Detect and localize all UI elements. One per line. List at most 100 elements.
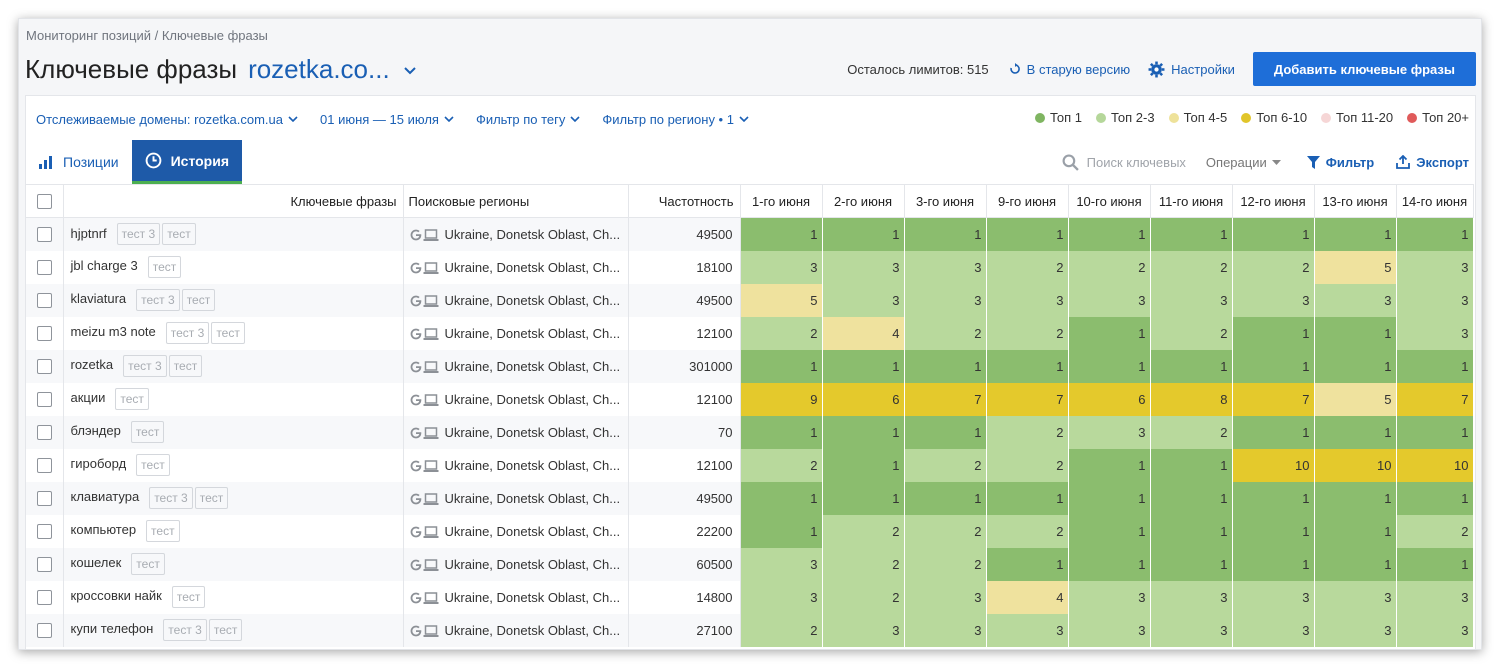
row-checkbox[interactable] bbox=[36, 425, 52, 441]
keyword-text[interactable]: клавиатура bbox=[70, 489, 140, 505]
day-column-header[interactable]: 12-го июня bbox=[1232, 184, 1315, 218]
position-cell[interactable]: 2 bbox=[986, 316, 1069, 350]
position-cell[interactable]: 2 bbox=[1150, 316, 1233, 350]
position-cell[interactable]: 1 bbox=[1068, 448, 1151, 482]
position-cell[interactable]: 3 bbox=[1068, 613, 1151, 647]
position-cell[interactable]: 5 bbox=[1314, 382, 1397, 416]
breadcrumb[interactable]: Мониторинг позиций / Ключевые фразы bbox=[26, 28, 268, 43]
chevron-down-icon[interactable] bbox=[403, 67, 416, 75]
date-range-filter[interactable]: 01 июня — 15 июля bbox=[320, 112, 454, 127]
table-row[interactable]: meizu m3 note тест 3 тест Ukraine, Donetsk … bbox=[26, 316, 1474, 350]
position-cell[interactable]: 1 bbox=[1068, 481, 1151, 515]
position-cell[interactable]: 1 bbox=[1314, 349, 1397, 383]
position-cell[interactable]: 1 bbox=[1314, 415, 1397, 449]
position-cell[interactable]: 7 bbox=[986, 382, 1069, 416]
position-cell[interactable]: 2 bbox=[986, 415, 1069, 449]
position-cell[interactable]: 1 bbox=[740, 415, 823, 449]
position-cell[interactable]: 1 bbox=[1150, 448, 1233, 482]
position-cell[interactable]: 3 bbox=[1068, 580, 1151, 614]
keyword-text[interactable]: купи телефон bbox=[70, 621, 154, 637]
keyword-tag[interactable]: тест 3 bbox=[123, 355, 167, 377]
position-cell[interactable]: 1 bbox=[1150, 349, 1233, 383]
position-cell[interactable]: 3 bbox=[904, 613, 987, 647]
keyword-text[interactable]: meizu m3 note bbox=[70, 324, 156, 340]
keyword-text[interactable]: компьютер bbox=[70, 522, 137, 538]
position-cell[interactable]: 8 bbox=[1150, 382, 1233, 416]
position-cell[interactable]: 3 bbox=[1068, 415, 1151, 449]
position-cell[interactable]: 3 bbox=[1232, 613, 1315, 647]
table-row[interactable]: компьютер тест Ukraine, Donetsk Oblast, Ch… bbox=[26, 514, 1474, 548]
position-cell[interactable]: 7 bbox=[1396, 382, 1474, 416]
position-cell[interactable]: 3 bbox=[1396, 613, 1474, 647]
position-cell[interactable]: 2 bbox=[986, 514, 1069, 548]
keywords-column-header[interactable]: Ключевые фразы bbox=[63, 184, 404, 218]
position-cell[interactable]: 10 bbox=[1314, 448, 1397, 482]
keyword-tag[interactable]: тест bbox=[211, 322, 245, 344]
position-cell[interactable]: 1 bbox=[1232, 415, 1315, 449]
keyword-tag[interactable]: тест bbox=[130, 421, 165, 443]
position-cell[interactable]: 9 bbox=[740, 382, 823, 416]
day-column-header[interactable]: 1-го июня bbox=[740, 184, 823, 218]
position-cell[interactable]: 1 bbox=[1232, 547, 1315, 581]
position-cell[interactable]: 1 bbox=[1232, 514, 1315, 548]
frequency-column-header[interactable]: Частотность bbox=[628, 184, 741, 218]
position-cell[interactable]: 1 bbox=[986, 217, 1069, 251]
position-cell[interactable]: 3 bbox=[1150, 613, 1233, 647]
position-cell[interactable]: 2 bbox=[1396, 514, 1474, 548]
position-cell[interactable]: 3 bbox=[986, 613, 1069, 647]
keyword-tag[interactable]: тест bbox=[181, 289, 216, 311]
table-row[interactable]: клавиатура тест 3 тест Ukraine, Donetsk Obl… bbox=[26, 481, 1474, 515]
keyword-text[interactable]: jbl charge 3 bbox=[70, 258, 138, 274]
position-cell[interactable]: 1 bbox=[822, 415, 905, 449]
position-cell[interactable]: 1 bbox=[1232, 481, 1315, 515]
position-cell[interactable]: 1 bbox=[1068, 514, 1151, 548]
position-cell[interactable]: 1 bbox=[904, 415, 987, 449]
position-cell[interactable]: 1 bbox=[1396, 547, 1474, 581]
position-cell[interactable]: 6 bbox=[1068, 382, 1151, 416]
position-cell[interactable]: 2 bbox=[740, 316, 823, 350]
row-checkbox[interactable] bbox=[36, 458, 52, 474]
position-cell[interactable]: 2 bbox=[904, 514, 987, 548]
position-cell[interactable]: 3 bbox=[904, 250, 987, 284]
keyword-text[interactable]: гироборд bbox=[70, 456, 127, 472]
position-cell[interactable]: 1 bbox=[1068, 349, 1151, 383]
position-cell[interactable]: 2 bbox=[904, 448, 987, 482]
position-cell[interactable]: 3 bbox=[1396, 580, 1474, 614]
position-cell[interactable]: 3 bbox=[986, 283, 1069, 317]
filter-button[interactable]: Фильтр bbox=[1306, 155, 1374, 170]
position-cell[interactable]: 5 bbox=[740, 283, 823, 317]
row-checkbox[interactable] bbox=[36, 293, 52, 309]
position-cell[interactable]: 3 bbox=[1396, 316, 1474, 350]
position-cell[interactable]: 1 bbox=[986, 349, 1069, 383]
day-column-header[interactable]: 14-го июня bbox=[1396, 184, 1474, 218]
domain-selector[interactable]: rozetka.co... bbox=[248, 53, 390, 84]
position-cell[interactable]: 1 bbox=[740, 514, 823, 548]
keyword-text[interactable]: кошелек bbox=[70, 555, 122, 571]
row-checkbox[interactable] bbox=[36, 557, 52, 573]
day-column-header[interactable]: 9-го июня bbox=[986, 184, 1069, 218]
table-row[interactable]: кроссовки найк тест Ukraine, Donetsk Oblas… bbox=[26, 580, 1474, 614]
position-cell[interactable]: 1 bbox=[1396, 349, 1474, 383]
table-row[interactable]: купи телефон тест 3 тест Ukraine, Donetsk O… bbox=[26, 613, 1474, 647]
tab-history[interactable]: История bbox=[131, 140, 242, 184]
position-cell[interactable]: 3 bbox=[1068, 283, 1151, 317]
day-column-header[interactable]: 11-го июня bbox=[1150, 184, 1233, 218]
table-row[interactable]: акции тест Ukraine, Donetsk Oblast, Ch... 1… bbox=[26, 382, 1474, 416]
position-cell[interactable]: 1 bbox=[1150, 217, 1233, 251]
position-cell[interactable]: 3 bbox=[1396, 250, 1474, 284]
keyword-tag[interactable]: тест bbox=[146, 520, 180, 542]
keyword-tag[interactable]: тест bbox=[136, 454, 170, 476]
table-row[interactable]: гироборд тест Ukraine, Donetsk Oblast, Ch.… bbox=[26, 448, 1474, 482]
export-button[interactable]: Экспорт bbox=[1396, 155, 1469, 170]
row-checkbox[interactable] bbox=[36, 590, 52, 606]
keyword-tag[interactable]: тест bbox=[208, 619, 243, 641]
row-checkbox[interactable] bbox=[36, 623, 52, 639]
position-cell[interactable]: 5 bbox=[1314, 250, 1397, 284]
row-checkbox[interactable] bbox=[36, 359, 52, 375]
position-cell[interactable]: 6 bbox=[822, 382, 905, 416]
table-row[interactable]: кошелек тест Ukraine, Donetsk Oblast, Ch..… bbox=[26, 547, 1474, 581]
position-cell[interactable]: 1 bbox=[1314, 547, 1397, 581]
position-cell[interactable]: 1 bbox=[1150, 514, 1233, 548]
row-checkbox[interactable] bbox=[36, 227, 52, 243]
position-cell[interactable]: 1 bbox=[1396, 481, 1474, 515]
